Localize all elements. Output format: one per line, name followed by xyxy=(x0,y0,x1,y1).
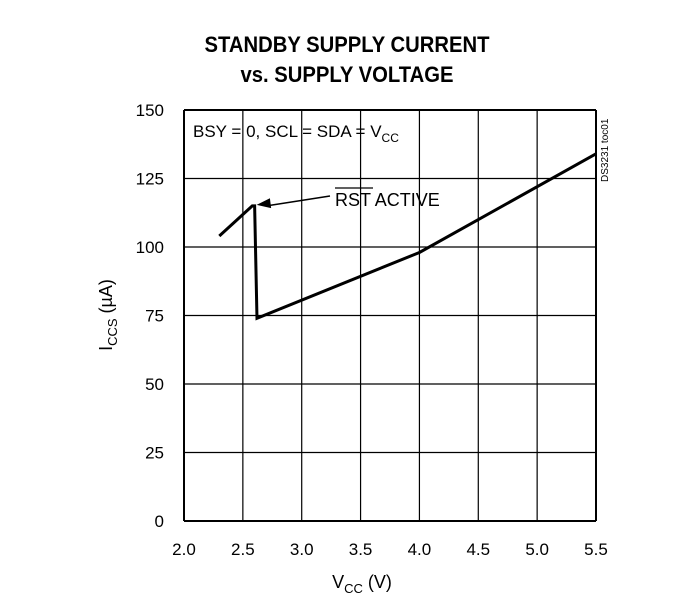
annotation-arrow xyxy=(266,195,331,207)
chart-title-line1: STANDBY SUPPLY CURRENT xyxy=(204,32,490,57)
condition-label: BSY = 0, SCL = SDA = VCC xyxy=(193,122,399,145)
y-tick-label: 100 xyxy=(136,238,164,257)
x-tick-label: 2.5 xyxy=(231,540,255,559)
y-tick-label: 75 xyxy=(145,307,164,326)
x-tick-label: 3.5 xyxy=(349,540,373,559)
annotation-arrowhead xyxy=(256,198,272,209)
y-tick-label: 50 xyxy=(145,375,164,394)
chart-title-line2: vs. SUPPLY VOLTAGE xyxy=(240,62,454,87)
y-axis-label: ICCS (µA) xyxy=(96,279,120,351)
y-tick-label: 125 xyxy=(136,170,164,189)
figure-id: DS3231 toc01 xyxy=(600,118,611,182)
series-line-0 xyxy=(218,152,597,321)
x-tick-label: 2.0 xyxy=(172,540,196,559)
y-tick-label: 0 xyxy=(155,512,164,531)
x-tick-label: 5.5 xyxy=(584,540,608,559)
x-axis-label: VCC (V) xyxy=(332,572,392,596)
y-tick-label: 150 xyxy=(136,101,164,120)
annotation-label: RST ACTIVE xyxy=(335,190,440,210)
x-tick-label: 4.5 xyxy=(466,540,490,559)
x-tick-label: 3.0 xyxy=(290,540,314,559)
x-tick-label: 5.0 xyxy=(525,540,549,559)
y-tick-label: 25 xyxy=(145,444,164,463)
x-tick-label: 4.0 xyxy=(408,540,432,559)
